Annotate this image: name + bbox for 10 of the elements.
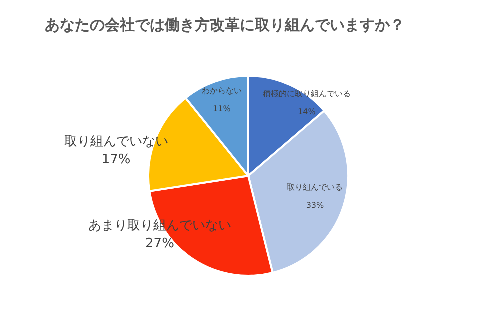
slice-label: 取り組んでいない — [64, 134, 168, 150]
data-label: 33% — [306, 201, 324, 210]
slice-label: 取り組んでいる — [287, 183, 344, 192]
data-label: 11% — [213, 104, 232, 114]
data-label: 17% — [102, 152, 131, 168]
data-label: 27% — [146, 236, 174, 252]
slice-label: わからない — [202, 86, 242, 96]
chart-title: あなたの会社では働き方改革に取り組んでいますか？ — [45, 16, 405, 34]
data-label: 14% — [298, 107, 316, 116]
slice-label: 積極的に取り組んでいる — [262, 89, 351, 98]
